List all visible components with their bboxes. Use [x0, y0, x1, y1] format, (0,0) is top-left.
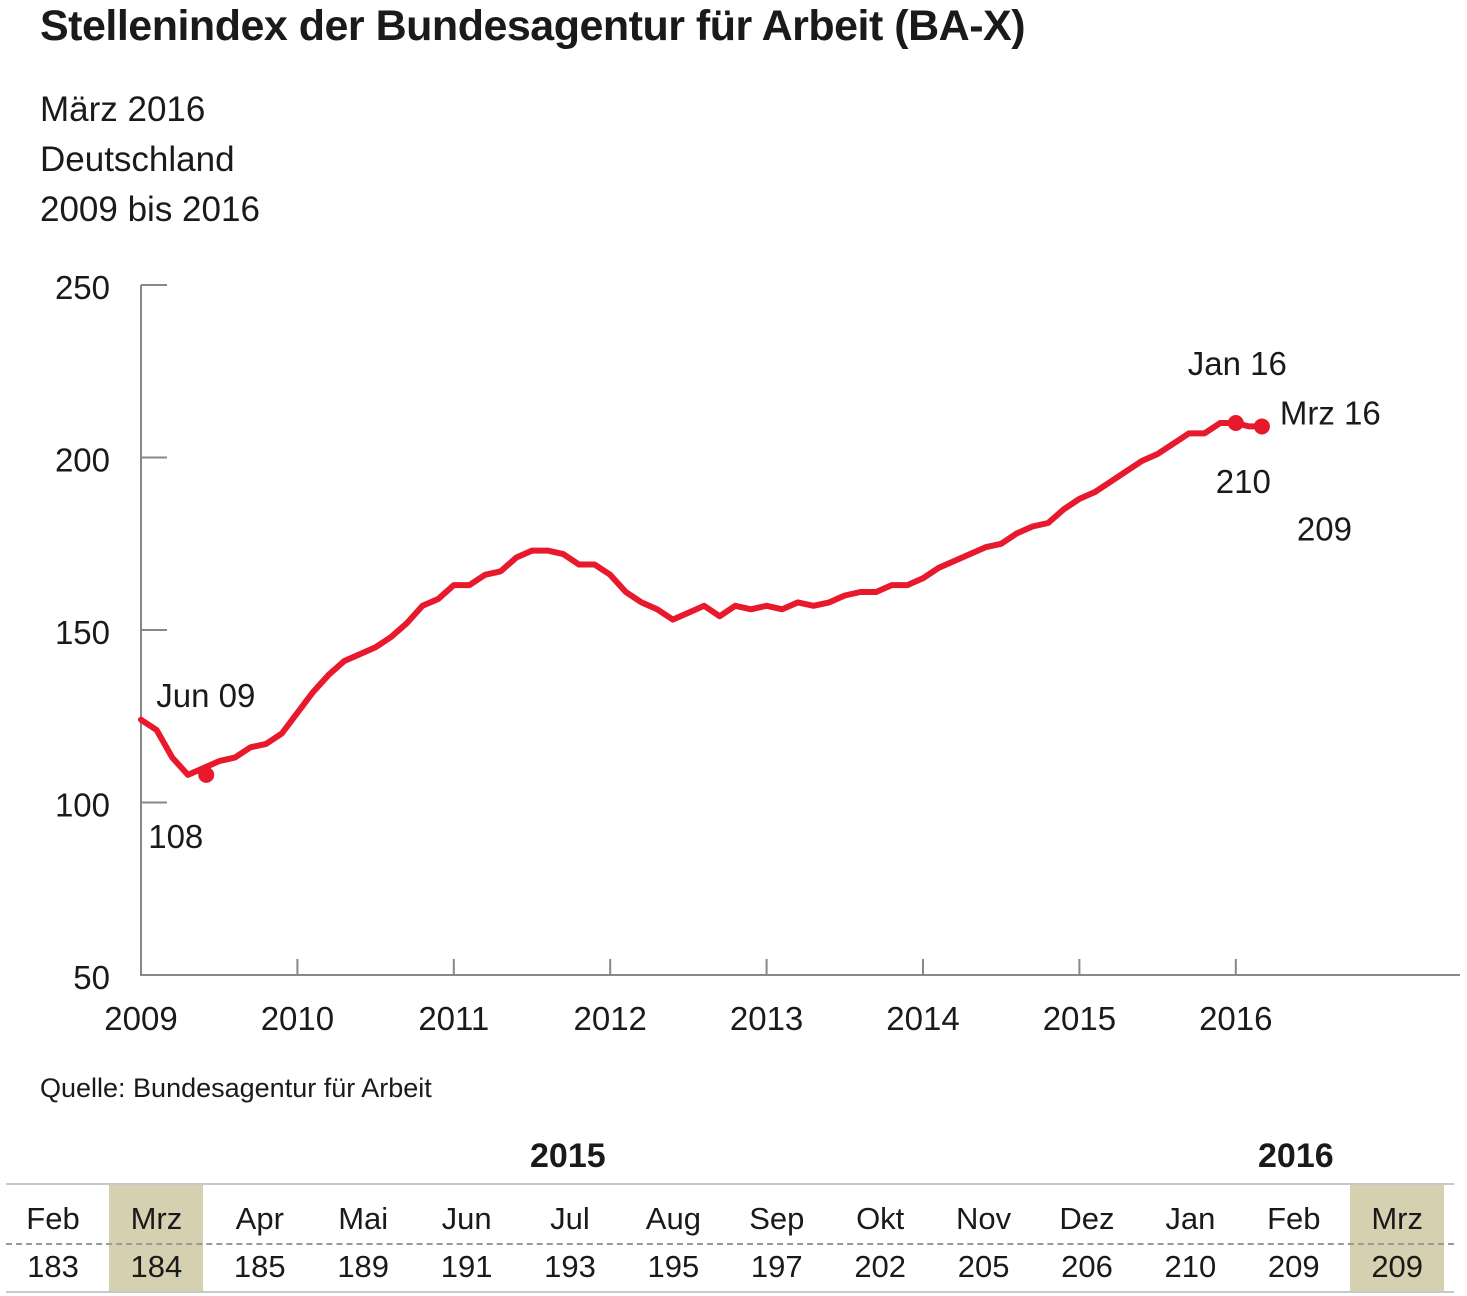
source-note: Quelle: Bundesagentur für Arbeit [40, 1073, 432, 1103]
table-column: Jan 210 [1143, 1183, 1237, 1291]
marker-label: Jan 16 [1188, 345, 1287, 382]
subtitle-region: Deutschland [40, 140, 235, 179]
x-tick-label: 2016 [1199, 1000, 1272, 1037]
y-tick-label: 250 [55, 269, 110, 306]
table-column: Jul 193 [523, 1183, 617, 1291]
table-month-cell: Nov [956, 1201, 1012, 1236]
table-column: Jun 191 [420, 1183, 514, 1291]
subtitle-date: März 2016 [40, 90, 206, 129]
table-month-cell: Mai [338, 1201, 389, 1236]
table-month-cell: Feb [1267, 1201, 1321, 1236]
table-value-cell: 193 [544, 1249, 596, 1284]
table-value-cell: 195 [647, 1249, 700, 1284]
table-month-cell: Sep [749, 1201, 805, 1236]
y-tick-label: 150 [55, 614, 110, 651]
table-value-cell: 191 [440, 1249, 493, 1284]
table-year-header: 2015 [530, 1137, 606, 1175]
table-month-cell: Okt [856, 1201, 905, 1236]
x-tick-label: 2013 [730, 1000, 803, 1037]
table-value-cell: 209 [1267, 1249, 1320, 1284]
x-tick-label: 2015 [1043, 1000, 1116, 1037]
table-column: Dez 206 [1040, 1183, 1134, 1291]
y-tick-label: 100 [55, 787, 110, 824]
y-tick-label: 200 [55, 442, 110, 479]
table-column: Apr 185 [213, 1183, 307, 1291]
table-month-cell: Mrz [1371, 1201, 1424, 1236]
marker-value-label: 108 [148, 818, 203, 855]
table-month-cell: Jan [1165, 1201, 1216, 1236]
table-value-cell: 197 [750, 1249, 803, 1284]
table-month-cell: Dez [1059, 1201, 1115, 1236]
marker-value-label: 209 [1297, 510, 1352, 547]
series-line [138, 420, 1265, 778]
x-tick-label: 2014 [886, 1000, 959, 1037]
table-value-cell: 206 [1061, 1249, 1113, 1284]
chart-title: Stellenindex der Bundesagentur für Arbei… [40, 2, 1026, 50]
table-column: Aug 195 [626, 1183, 720, 1291]
table-month-cell: Jun [441, 1201, 492, 1236]
data-point-marker [1227, 415, 1244, 431]
table-column: Feb 183 [6, 1183, 100, 1291]
x-tick-label: 2012 [573, 1000, 646, 1037]
subtitle-range: 2009 bis 2016 [40, 190, 260, 229]
table-column: Mrz 209 [1350, 1183, 1445, 1291]
table-year-header: 2016 [1258, 1137, 1334, 1175]
table-value-cell: 183 [27, 1249, 79, 1284]
table-month-cell: Feb [26, 1201, 80, 1236]
table-column: Mai 189 [316, 1183, 410, 1291]
table-column: Nov 205 [937, 1183, 1031, 1291]
table-column: Feb 209 [1247, 1183, 1341, 1291]
table-value-cell: 185 [233, 1249, 286, 1284]
x-tick-label: 2009 [104, 1000, 177, 1037]
table-column: Sep 197 [730, 1183, 824, 1291]
marker-value-label: 210 [1216, 463, 1271, 500]
line-chart: 50 100 150 200 250 2009 2010 2011 2012 2013 2014 20… [55, 269, 1460, 1037]
table-month-cell: Mrz [130, 1201, 183, 1236]
table-value-cell: 210 [1164, 1249, 1217, 1284]
table-value-cell: 202 [854, 1249, 907, 1284]
table-mid-rule [6, 1243, 1454, 1245]
table-month-cell: Aug [645, 1201, 701, 1236]
marker-label: Mrz 16 [1280, 394, 1381, 431]
table-month-cell: Apr [235, 1201, 284, 1236]
table-value-cell: 209 [1371, 1249, 1424, 1284]
marker-label: Jun 09 [156, 677, 255, 714]
table-value-cell: 205 [957, 1249, 1010, 1284]
table-value-cell: 184 [130, 1249, 183, 1284]
x-tick-label: 2010 [261, 1000, 334, 1037]
table-bottom-rule [6, 1291, 1454, 1293]
table-column: Mrz 184 [109, 1183, 204, 1291]
table-month-cell: Jul [550, 1201, 590, 1236]
table-column: Okt 202 [833, 1183, 927, 1291]
y-tick-label: 50 [73, 959, 110, 996]
data-point-marker [1253, 418, 1270, 435]
x-tick-label: 2011 [418, 1000, 489, 1037]
data-point-marker [198, 766, 215, 783]
table-top-rule [6, 1183, 1454, 1185]
table-value-cell: 189 [337, 1249, 390, 1284]
